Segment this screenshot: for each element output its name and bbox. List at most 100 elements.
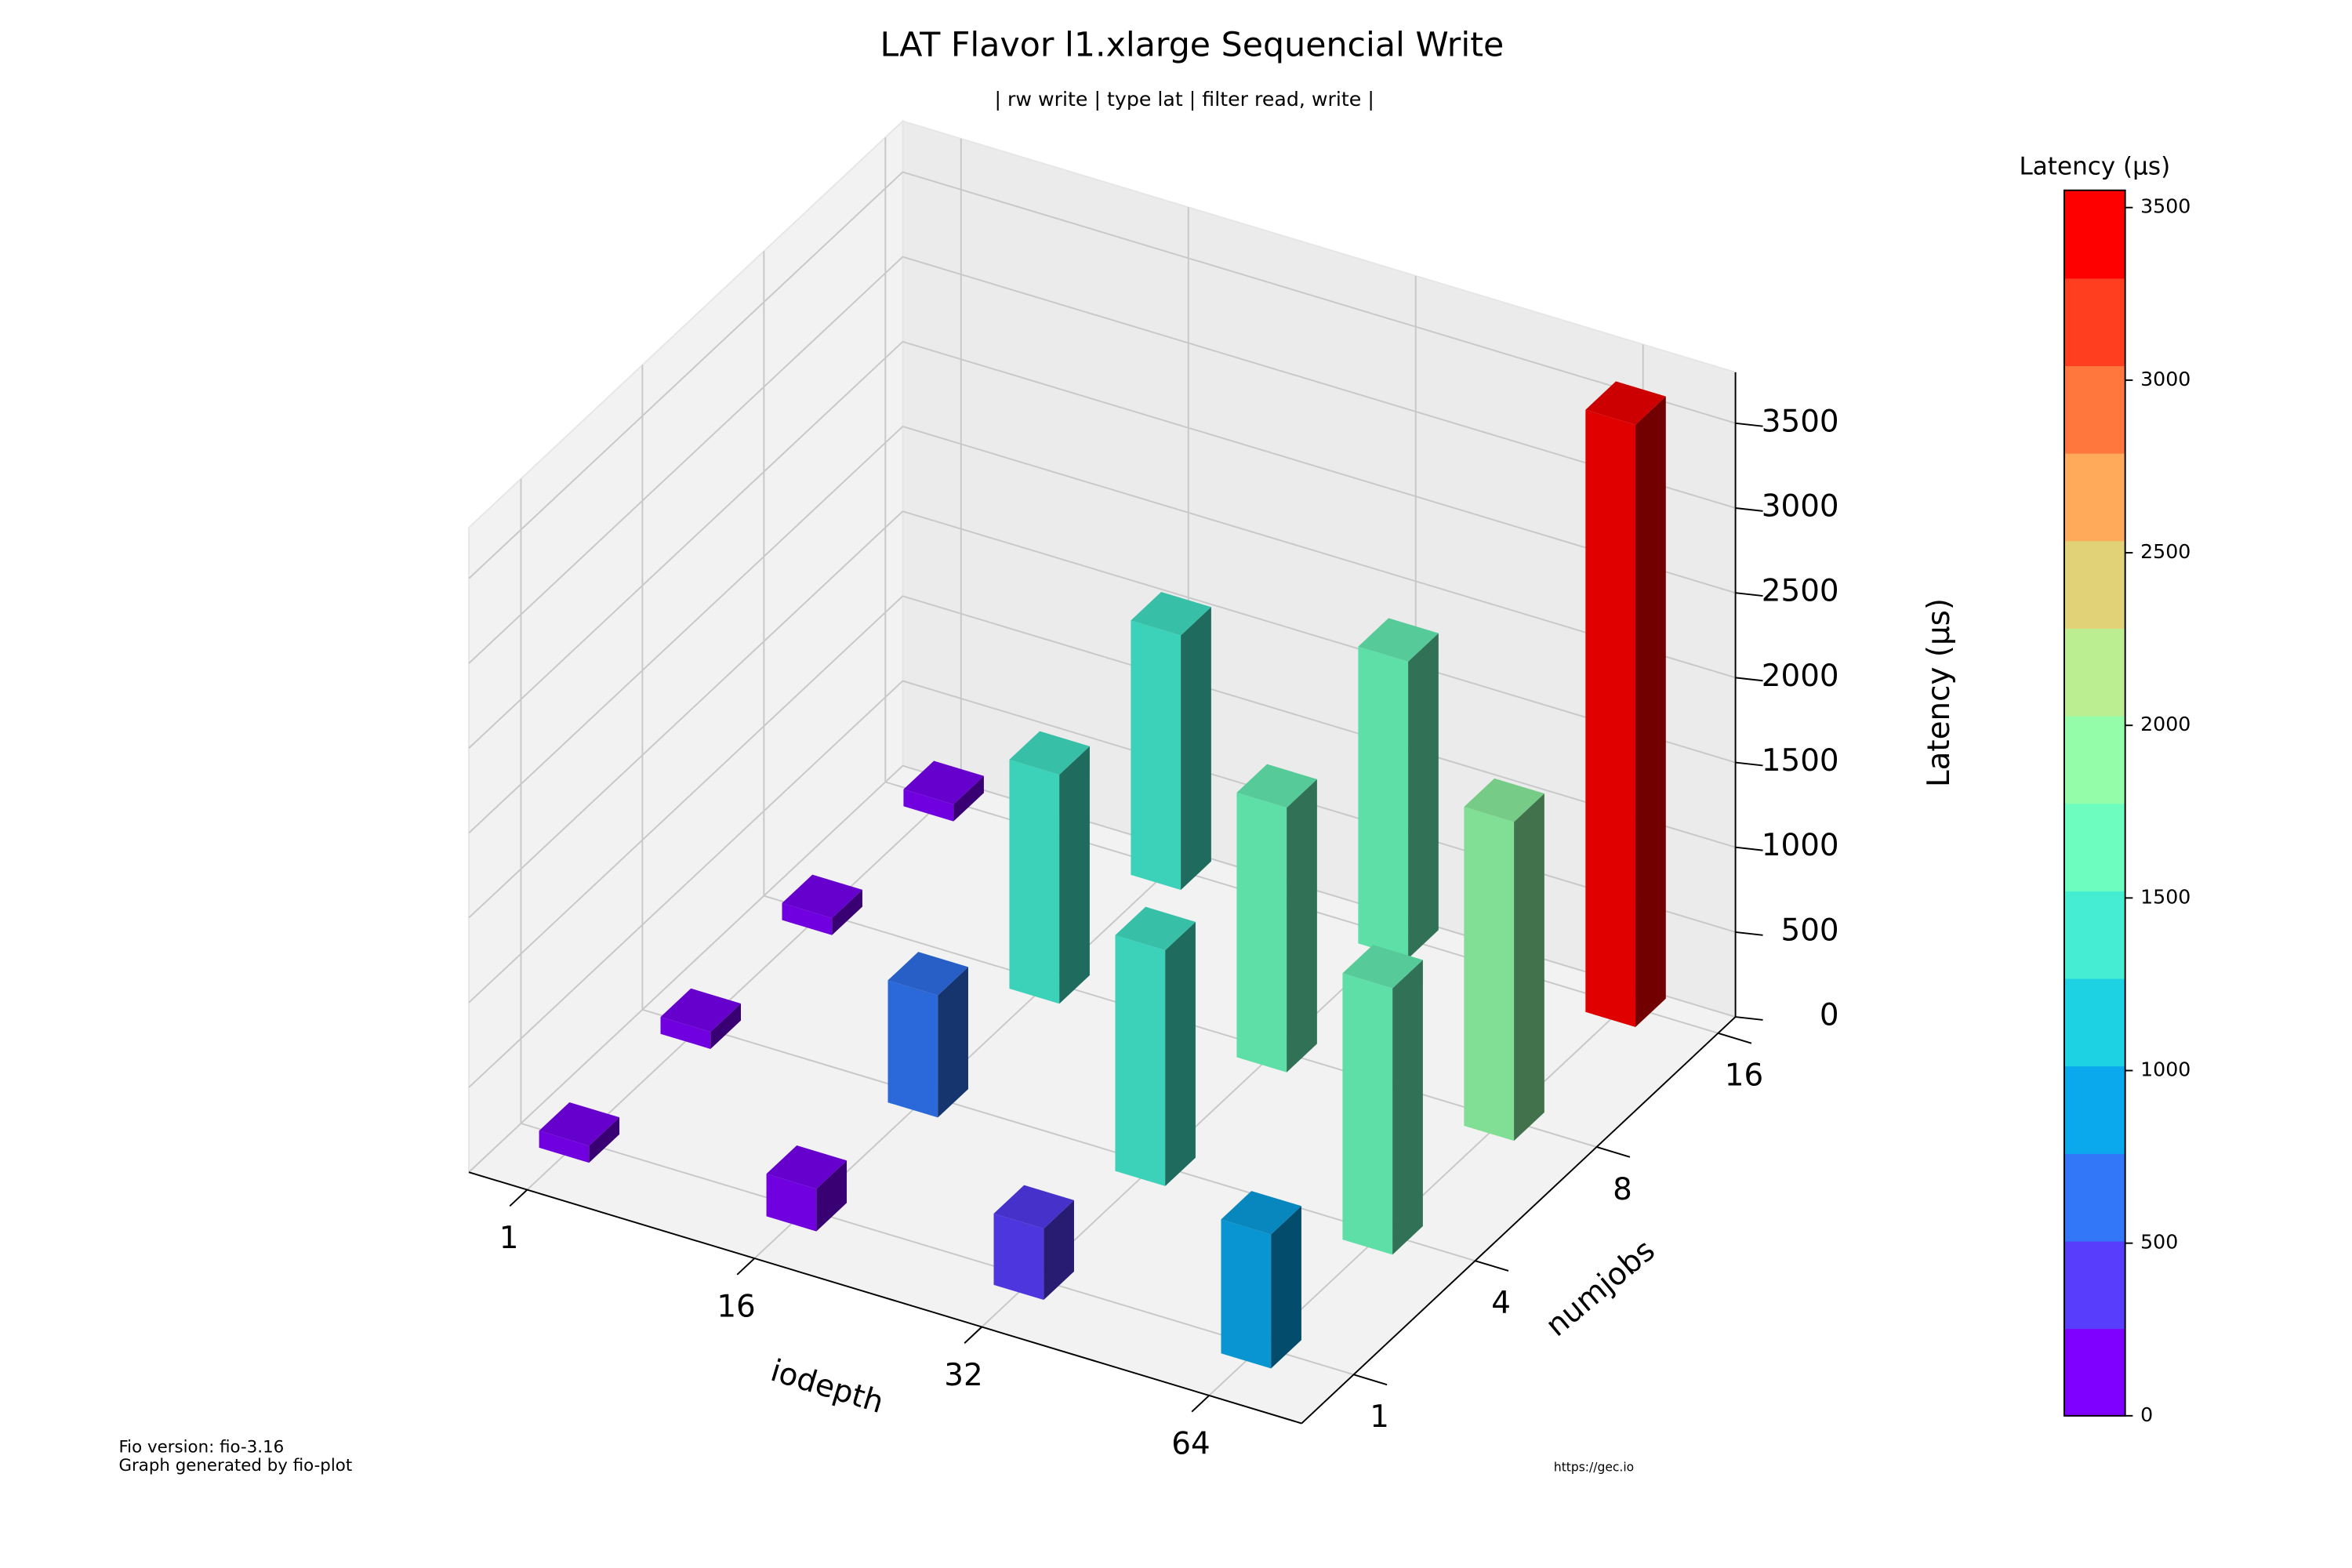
x-tick-label: 1 — [499, 1221, 519, 1256]
bar-right-face — [1635, 396, 1666, 1028]
grid-line — [641, 365, 1475, 1262]
y-tick-label: 16 — [1725, 1058, 1763, 1094]
bar — [903, 760, 984, 822]
z-tick-label: 3500 — [1762, 404, 1839, 439]
bar — [1236, 764, 1317, 1073]
z-tick — [1735, 1016, 1763, 1021]
bar-front-face — [1221, 1219, 1272, 1369]
z-tick — [1735, 761, 1763, 767]
bar-top-face — [539, 1102, 620, 1146]
y-tick — [1718, 1032, 1752, 1044]
bar-front-face — [1131, 620, 1181, 891]
bar-front-face — [1358, 646, 1409, 959]
colorbar-band — [2064, 978, 2125, 1067]
grid-line — [468, 425, 1736, 834]
colorbar: Latency (µs) 0 500 1000 1500 2000 2500 3000 3500 — [2019, 153, 2190, 1426]
z-tick — [1735, 507, 1763, 512]
plot-area: 1 16 32 64 1 4 8 16 0 500 1000 1500 2000 2500 3000 3500… — [467, 119, 1957, 1462]
colorbar-band — [2064, 278, 2125, 366]
bar-top-face — [1236, 764, 1317, 808]
z-tick — [1735, 592, 1763, 597]
z-tick — [1735, 846, 1763, 851]
bar — [1342, 945, 1423, 1255]
grid-line — [468, 680, 1736, 1088]
y-tick — [1353, 1374, 1388, 1386]
colorbar-band — [2064, 715, 2125, 804]
bar — [1221, 1191, 1301, 1369]
bar-top-face — [1131, 592, 1211, 636]
z-tick-label: 500 — [1781, 913, 1839, 948]
bar-right-face — [710, 1004, 742, 1049]
bar-front-face — [660, 1017, 711, 1049]
bar-top-face — [1221, 1191, 1301, 1235]
colorbar-band — [2064, 890, 2125, 979]
x-tick — [509, 1189, 528, 1207]
bar-top-face — [782, 874, 862, 919]
bar — [539, 1102, 620, 1163]
bar-front-face — [766, 1174, 817, 1232]
bar-top-face — [1358, 618, 1439, 662]
bar — [1464, 778, 1544, 1142]
bar — [1131, 592, 1211, 891]
bar-right-face — [1165, 921, 1196, 1186]
bar-right-face — [1408, 633, 1439, 959]
bar — [1358, 618, 1439, 959]
bar-right-face — [1392, 960, 1423, 1255]
bar-top-face — [1585, 381, 1666, 425]
z-tick-label: 0 — [1820, 998, 1839, 1033]
x-tick — [1191, 1395, 1210, 1413]
x-tick-label: 64 — [1171, 1427, 1210, 1462]
bar-front-face — [1009, 759, 1060, 1004]
bar — [766, 1145, 848, 1232]
bar-front-face — [903, 789, 954, 822]
bar — [660, 988, 742, 1049]
bar-top-face — [1115, 906, 1196, 951]
z-tick — [1735, 422, 1763, 427]
bar — [1009, 731, 1090, 1004]
colorbar-tick-label: 3000 — [2140, 368, 2190, 390]
bar-right-face — [832, 889, 862, 935]
source-link: https://gec.io — [1554, 1460, 1634, 1474]
bar-right-face — [816, 1160, 848, 1232]
bar-right-face — [1514, 793, 1544, 1142]
colorbar-band — [2064, 1065, 2125, 1154]
x-axis-line — [468, 1171, 1302, 1425]
bar-right-face — [1059, 746, 1090, 1004]
y-tick-label: 4 — [1491, 1286, 1511, 1321]
bar — [1115, 906, 1196, 1186]
colorbar-band — [2064, 540, 2125, 629]
grid-line — [468, 764, 1736, 1173]
bar-front-face — [1342, 973, 1393, 1255]
bar-front-face — [887, 980, 938, 1118]
bar-right-face — [1287, 779, 1317, 1073]
grid-line — [468, 171, 1736, 579]
colorbar-frame — [2063, 189, 2126, 1417]
z-tick-label: 3000 — [1762, 488, 1839, 524]
colorbar-tick-label: 1500 — [2140, 885, 2190, 908]
bar-top-face — [660, 988, 742, 1033]
y-tick — [1475, 1260, 1509, 1272]
bar-top-face — [903, 760, 984, 804]
grid-line — [468, 256, 1736, 664]
x-tick — [736, 1258, 756, 1276]
colorbar-tick-label: 1000 — [2140, 1058, 2190, 1081]
grid-line — [520, 478, 1354, 1376]
bar-right-face — [938, 967, 968, 1118]
colorbar-band — [2064, 190, 2125, 279]
bar-right-face — [953, 775, 984, 822]
colorbar-label: Latency (µs) — [2019, 153, 2170, 181]
y-axis-line — [1301, 1016, 1737, 1425]
z-tick-label: 1000 — [1762, 828, 1839, 863]
x-tick — [964, 1326, 982, 1344]
footer-line: Fio version: fio-3.16 — [118, 1438, 284, 1457]
colorbar-tick-label: 3500 — [2140, 195, 2190, 218]
bar-front-face — [1585, 409, 1636, 1028]
bar — [782, 874, 862, 935]
bar — [993, 1185, 1074, 1301]
footer-line: Graph generated by fio-plot — [118, 1456, 352, 1475]
grid-line — [763, 251, 1597, 1148]
bar-front-face — [993, 1213, 1044, 1301]
bar — [887, 952, 968, 1118]
bar-top-face — [1464, 778, 1544, 822]
